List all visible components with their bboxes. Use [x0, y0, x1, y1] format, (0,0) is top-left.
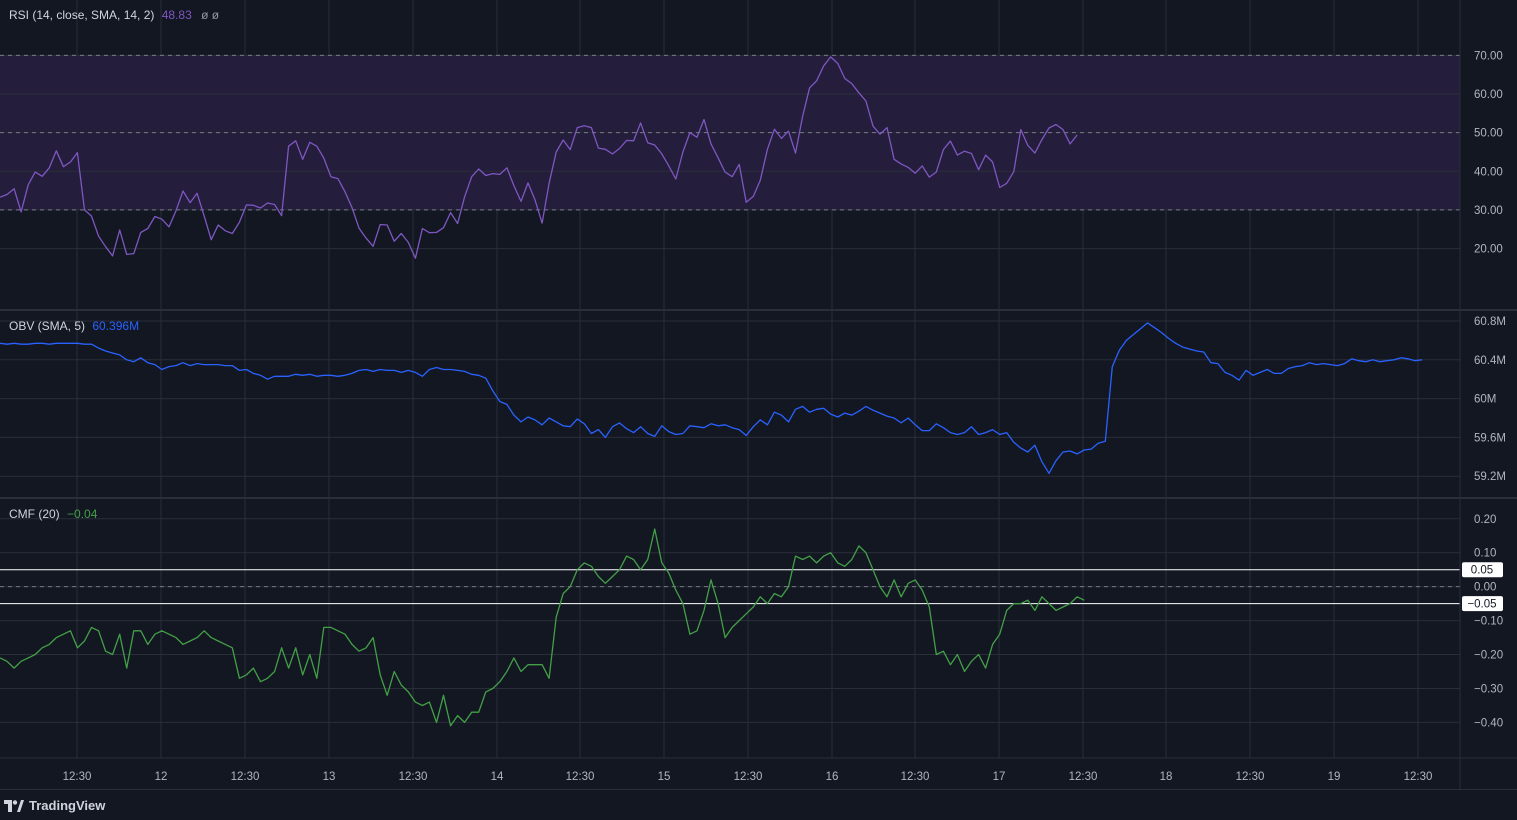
cmf-reference-tag[interactable]	[1462, 562, 1503, 578]
rsi-price-tick: 20.00	[1474, 244, 1503, 256]
obv-price-tick: 60.8M	[1474, 316, 1506, 328]
time-tick-label: 12:30	[63, 771, 92, 783]
rsi-price-tick: 50.00	[1474, 128, 1503, 140]
pane-separators[interactable]	[0, 309, 1517, 499]
obv-legend-value: 60.396M	[92, 319, 140, 333]
obv-price-tick: 59.2M	[1474, 471, 1506, 483]
time-tick-label: 13	[323, 771, 336, 783]
time-tick-label: 12:30	[1069, 771, 1098, 783]
time-axis[interactable]: 12:30 12 12:30 13 12:30 14 12:30 15 12:30 16 12:30…	[0, 757, 1517, 783]
cmf-price-tick: −0.40	[1474, 717, 1503, 729]
obv-price-tick: 59.6M	[1474, 432, 1506, 444]
time-tick-label: 12:30	[231, 771, 260, 783]
tradingview-logo-icon	[4, 799, 24, 812]
time-tick-label: 16	[826, 771, 839, 783]
cmf-price-tick: −0.10	[1474, 616, 1503, 628]
time-tick-label: 12:30	[399, 771, 428, 783]
cmf-legend-label: CMF (20)	[9, 507, 60, 521]
brand-name: TradingView	[29, 798, 106, 813]
cmf-price-tick: 0.10	[1474, 548, 1496, 560]
obv-legend[interactable]: OBV (SMA, 5) 60.396M	[9, 319, 139, 333]
rsi-legend[interactable]: RSI (14, close, SMA, 14, 2) 48.83 ø ø	[9, 8, 219, 22]
time-tick-label: 14	[491, 771, 504, 783]
obv-price-tick: 60M	[1474, 394, 1496, 406]
cmf-reference-tag[interactable]	[1462, 596, 1503, 612]
time-tick-label: 12	[155, 771, 168, 783]
tradingview-brand[interactable]: TradingView	[4, 798, 105, 813]
cmf-price-tick: 0.00	[1474, 582, 1496, 594]
cmf-price-tick: −0.20	[1474, 650, 1503, 662]
time-tick-label: 12:30	[1404, 771, 1433, 783]
time-tick-label: 12:30	[566, 771, 595, 783]
rsi-legend-value: 48.83	[161, 8, 192, 22]
price-axis[interactable]: 70.00 60.00 50.00 40.00 30.00 20.00 60.8M 60.4M…	[1459, 0, 1506, 789]
rsi-legend-extra: ø ø	[201, 8, 220, 22]
cmf-legend-value: −0.04	[67, 507, 98, 521]
time-tick-label: 12:30	[734, 771, 763, 783]
time-tick-label: 18	[1160, 771, 1173, 783]
obv-price-tick: 60.4M	[1474, 355, 1506, 367]
cmf-price-tick: 0.20	[1474, 514, 1496, 526]
rsi-line[interactable]	[0, 56, 1078, 259]
obv-line[interactable]	[0, 322, 1423, 474]
cmf-reference-tag-label: −0.05	[1467, 599, 1496, 611]
rsi-pane[interactable]	[0, 54, 1460, 259]
rsi-legend-label: RSI (14, close, SMA, 14, 2)	[9, 8, 155, 22]
rsi-price-tick: 30.00	[1474, 205, 1503, 217]
rsi-price-tick: 40.00	[1474, 166, 1503, 178]
time-tick-label: 17	[993, 771, 1006, 783]
cmf-line[interactable]	[0, 528, 1085, 727]
cmf-reference-tag-label: 0.05	[1471, 565, 1493, 577]
time-tick-label: 15	[658, 771, 671, 783]
obv-legend-label: OBV (SMA, 5)	[9, 319, 86, 333]
rsi-price-tick: 60.00	[1474, 89, 1503, 101]
rsi-price-tick: 70.00	[1474, 50, 1503, 62]
time-tick-label: 12:30	[1236, 771, 1265, 783]
footer: TradingView	[0, 789, 1517, 820]
obv-pane[interactable]	[0, 320, 1460, 477]
time-tick-label: 19	[1328, 771, 1341, 783]
cmf-pane[interactable]	[0, 518, 1460, 727]
time-tick-label: 12:30	[901, 771, 930, 783]
cmf-price-tick: −0.30	[1474, 683, 1503, 695]
cmf-legend[interactable]: CMF (20) −0.04	[9, 507, 97, 521]
